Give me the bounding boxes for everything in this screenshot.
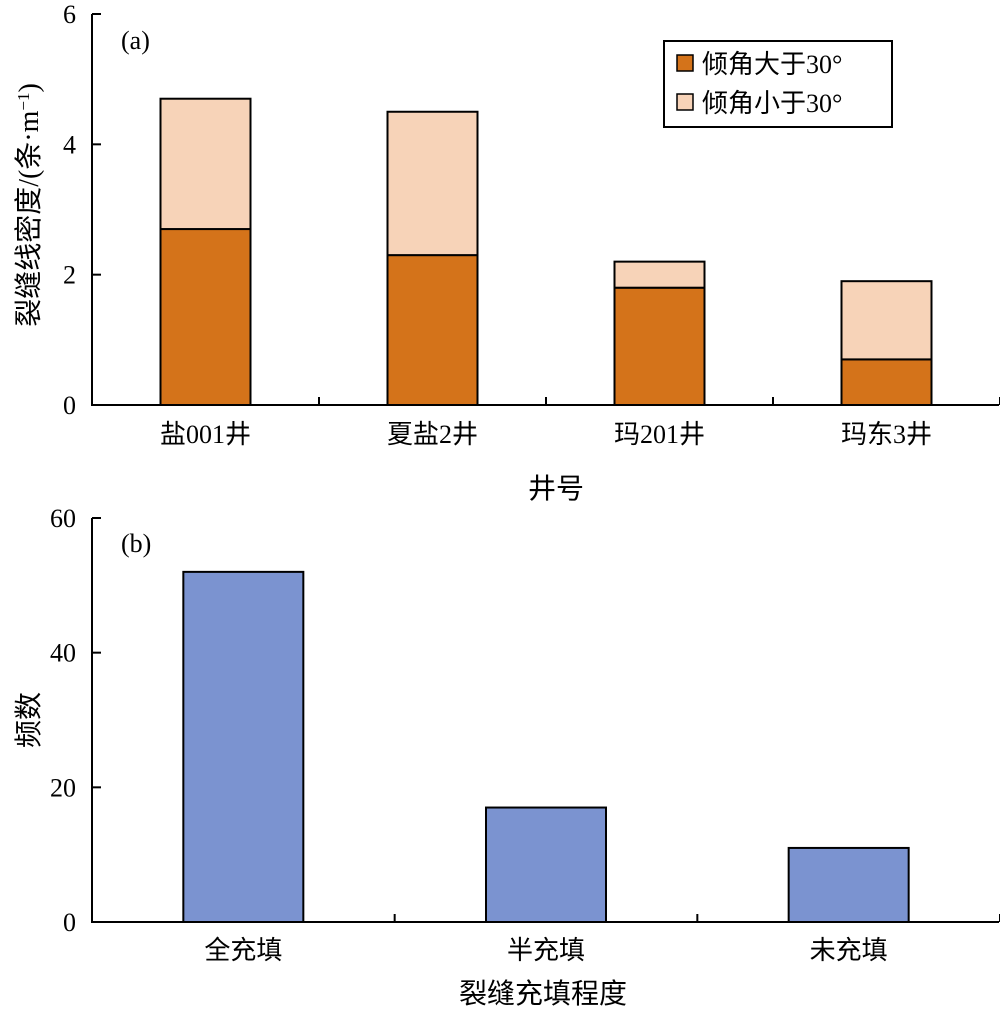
chart-a-bar-2-series-1 xyxy=(613,260,706,289)
chart-b-x-tick-label: 未充填 xyxy=(810,936,888,965)
chart-a-y-axis-label-main: 裂缝线密度/(条·m xyxy=(13,110,45,326)
chart-a-bar-1-series-1 xyxy=(386,110,479,257)
chart-b-x-tick-label: 全充填 xyxy=(204,936,282,965)
chart-b-panel-label: (b) xyxy=(121,529,151,558)
chart-b-bars xyxy=(182,570,910,924)
chart-b-y-tick-label: 40 xyxy=(50,639,76,668)
chart-a-bar-2-series-0 xyxy=(613,286,706,407)
chart-b-y-tick-label: 0 xyxy=(63,908,76,937)
chart-b-y-tick-label: 20 xyxy=(50,773,76,802)
chart-b-x-axis-label: 裂缝充填程度 xyxy=(459,978,627,1010)
chart-b-bar-2 xyxy=(787,846,910,924)
legend-box xyxy=(663,40,893,128)
chart-a-bar-0-series-1 xyxy=(159,97,252,231)
chart-a-y-tick-label: 2 xyxy=(63,261,76,290)
chart-a-y-axis-label-close: ) xyxy=(14,83,45,92)
chart-a-x-axis-label: 井号 xyxy=(528,473,584,505)
chart-b-bar: 全充填 半充填 未充填 0 20 40 60 (b) 频数 裂缝充填程度 xyxy=(13,504,1000,1010)
chart-b-axes: 全充填 半充填 未充填 0 20 40 60 xyxy=(50,504,1000,965)
chart-b-bar-0 xyxy=(182,570,305,923)
chart-a-stacked-bar: 盐001井 夏盐2井 玛201井 玛东3井 0 2 4 6 (a) 裂缝线密度/(条·m−1)… xyxy=(13,0,1000,505)
chart-a-bars xyxy=(159,97,933,407)
chart-b-x-tick-label: 半充填 xyxy=(507,936,585,965)
chart-a-x-tick-label: 盐001井 xyxy=(160,420,251,449)
chart-a-legend: 倾角大于30° 倾角小于30° xyxy=(663,40,893,128)
chart-a-bar-3-series-0 xyxy=(840,358,933,406)
chart-a-y-tick-label: 0 xyxy=(63,391,76,420)
legend-swatch-steep xyxy=(676,54,694,72)
chart-a-bar-1-series-0 xyxy=(386,254,479,406)
chart-a-y-axis-label-sup: −1 xyxy=(14,93,33,111)
chart-b-bar-1 xyxy=(485,806,607,923)
chart-b-y-axis-label: 频数 xyxy=(13,692,45,748)
chart-b-y-tick-label: 60 xyxy=(50,504,76,533)
chart-a-panel-label: (a) xyxy=(121,26,150,55)
chart-a-x-tick-label: 玛东3井 xyxy=(841,420,932,449)
chart-a-x-tick-label: 玛201井 xyxy=(614,420,705,449)
chart-a-y-tick-label: 6 xyxy=(63,0,76,29)
legend-label-steep: 倾角大于30° xyxy=(702,50,842,79)
chart-a-y-tick-label: 4 xyxy=(63,130,76,159)
legend-label-gentle: 倾角小于30° xyxy=(702,89,842,118)
chart-a-axes: 盐001井 夏盐2井 玛201井 玛东3井 0 2 4 6 xyxy=(63,0,1000,449)
chart-a-bar-0-series-0 xyxy=(159,228,252,406)
legend-swatch-gentle xyxy=(676,93,694,111)
chart-a-bar-3-series-1 xyxy=(840,280,933,361)
chart-a-x-tick-label: 夏盐2井 xyxy=(387,420,478,449)
chart-a-y-axis-label: 裂缝线密度/(条·m−1) xyxy=(13,83,45,327)
